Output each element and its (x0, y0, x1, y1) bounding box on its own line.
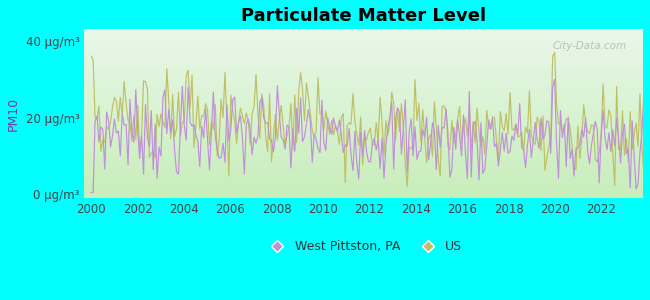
Y-axis label: PM10: PM10 (7, 97, 20, 131)
Legend: West Pittston, PA, US: West Pittston, PA, US (260, 235, 467, 258)
Text: City-Data.com: City-Data.com (552, 41, 627, 51)
Title: Particulate Matter Level: Particulate Matter Level (241, 7, 486, 25)
